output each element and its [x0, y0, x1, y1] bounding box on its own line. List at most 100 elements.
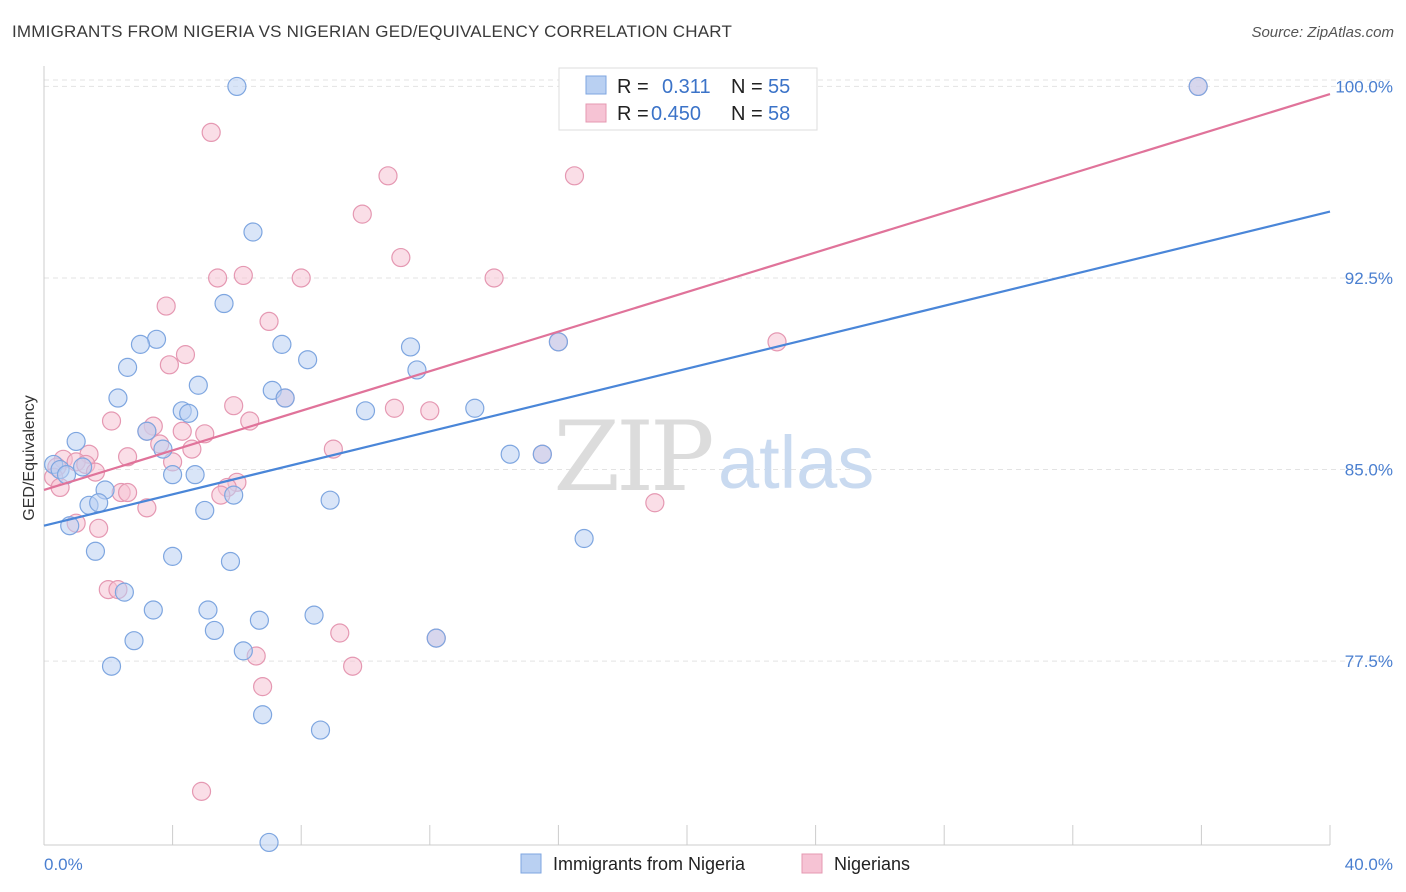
- data-point: [89, 493, 109, 513]
- data-point: [1188, 76, 1208, 97]
- legend-swatch-blue: [585, 75, 607, 95]
- data-point: [400, 337, 421, 357]
- legend-bottom-label-pink: Nigerians: [834, 854, 910, 874]
- data-point: [214, 293, 234, 314]
- data-point: [243, 222, 263, 242]
- data-point: [253, 705, 273, 725]
- series-immigrants-points: [44, 76, 1208, 853]
- trend-line: [43, 210, 1331, 527]
- data-point: [574, 528, 594, 549]
- data-point: [500, 444, 520, 464]
- data-point: [330, 623, 350, 643]
- data-point: [85, 541, 106, 561]
- watermark-zip: ZIP: [553, 401, 712, 513]
- data-point: [163, 546, 183, 566]
- grid-lines: [44, 79, 1390, 662]
- data-point: [175, 345, 196, 365]
- data-point: [253, 677, 273, 697]
- data-point: [224, 396, 244, 416]
- x-tick-labels: 0.0% 40.0%: [44, 855, 1393, 874]
- data-point: [114, 582, 134, 602]
- legend-r-value-pink: 0.450: [651, 103, 701, 125]
- x-tick-label-min: 0.0%: [44, 855, 83, 874]
- data-point: [208, 268, 228, 288]
- data-point: [66, 431, 86, 452]
- data-point: [645, 493, 665, 513]
- axes: [43, 66, 1331, 846]
- data-point: [137, 498, 157, 518]
- data-point: [465, 398, 485, 418]
- data-point: [272, 334, 292, 354]
- source-label: Source: ZipAtlas.com: [1251, 24, 1394, 41]
- legend-bottom-swatch-blue: [520, 853, 542, 874]
- data-point: [484, 268, 504, 288]
- data-point: [320, 490, 340, 510]
- data-point: [191, 781, 212, 801]
- data-point: [117, 447, 138, 467]
- data-point: [124, 631, 144, 651]
- data-point: [426, 628, 446, 648]
- data-point: [159, 355, 179, 375]
- data-point: [179, 403, 199, 423]
- data-point: [117, 357, 138, 377]
- data-point: [130, 334, 151, 354]
- data-point: [101, 411, 122, 431]
- data-point: [352, 204, 372, 224]
- legend-r-label-pink: R =: [617, 103, 649, 125]
- data-point: [117, 482, 138, 503]
- data-point: [275, 388, 295, 408]
- data-point: [220, 551, 241, 572]
- data-point: [146, 329, 167, 349]
- data-point: [195, 500, 215, 521]
- data-point: [343, 656, 363, 676]
- data-point: [532, 444, 552, 464]
- data-point: [137, 421, 157, 441]
- legend-swatch-pink: [585, 103, 607, 123]
- data-point: [548, 332, 569, 352]
- data-point: [420, 401, 440, 421]
- x-tick-label-max: 40.0%: [1345, 855, 1393, 874]
- data-point: [378, 166, 398, 186]
- legend-top: R = 0.311 N = 55 R = 0.450 N = 58: [558, 67, 818, 131]
- data-point: [163, 465, 183, 485]
- data-point: [101, 656, 122, 676]
- data-point: [198, 600, 218, 620]
- data-point: [108, 388, 128, 408]
- data-point: [384, 398, 405, 418]
- chart-title: IMMIGRANTS FROM NIGERIA VS NIGERIAN GED/…: [12, 22, 733, 41]
- legend-n-value-blue: 55: [768, 76, 790, 98]
- legend-r-value-blue: 0.311: [662, 76, 711, 98]
- data-point: [259, 311, 279, 332]
- data-point: [172, 421, 192, 441]
- data-point: [188, 375, 208, 395]
- watermark-atlas: atlas: [718, 421, 874, 504]
- watermark: ZIP atlas: [553, 401, 874, 513]
- data-point: [249, 610, 270, 630]
- trend-lines: [43, 93, 1331, 527]
- data-point: [310, 720, 331, 740]
- y-tick-label: 85.0%: [1345, 461, 1393, 480]
- data-point: [201, 122, 221, 143]
- data-point: [204, 620, 224, 641]
- data-point: [391, 247, 411, 268]
- data-point: [185, 465, 205, 485]
- trend-line: [43, 93, 1331, 492]
- legend-bottom-label-blue: Immigrants from Nigeria: [553, 854, 746, 874]
- data-point: [89, 518, 109, 538]
- data-point: [564, 166, 585, 186]
- y-tick-label: 100.0%: [1335, 77, 1393, 96]
- data-point: [298, 350, 318, 370]
- data-point: [143, 600, 163, 620]
- data-point: [259, 832, 279, 853]
- y-tick-labels: 77.5% 85.0% 92.5% 100.0%: [1335, 77, 1393, 671]
- data-point: [233, 265, 253, 286]
- data-point: [224, 485, 244, 505]
- data-point: [355, 401, 376, 421]
- y-axis-title: GED/Equivalency: [21, 395, 38, 520]
- legend-r-label-blue: R =: [617, 76, 649, 98]
- legend-bottom-swatch-pink: [801, 853, 823, 874]
- legend-n-value-pink: 58: [768, 103, 790, 125]
- data-point: [291, 268, 311, 288]
- y-tick-label: 77.5%: [1345, 652, 1393, 671]
